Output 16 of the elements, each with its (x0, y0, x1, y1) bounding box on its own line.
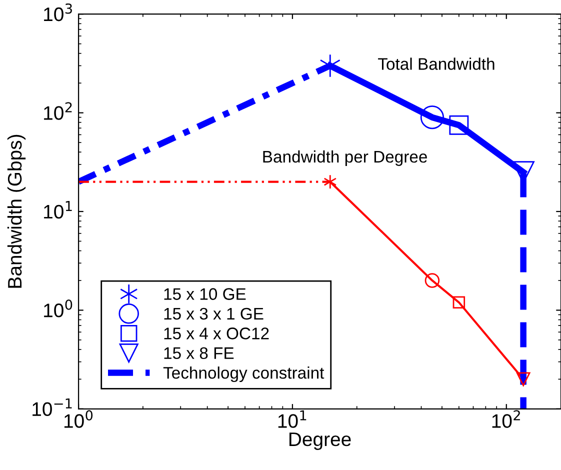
legend-label: 15 x 8 FE (164, 347, 234, 360)
legend-label: 15 x 10 GE (164, 288, 246, 300)
y-axis-title: Bandwidth (Gbps) (7, 134, 26, 288)
annotation: Bandwidth per Degree (263, 150, 427, 166)
y-tick-label: 10$^{0}$ (44, 300, 72, 318)
legend-label: 15 x 4 x OC12 (164, 328, 269, 340)
annotation: Total Bandwidth (378, 58, 494, 70)
y-tick-label: 10$^{2}$ (44, 102, 72, 120)
legend-label: 15 x 3 x 1 GE (164, 308, 264, 320)
x-tick-label: 10$^{1}$ (278, 410, 306, 428)
x-tick-label: 10$^{0}$ (64, 410, 93, 428)
legend-label: Technology constraint (163, 366, 324, 382)
y-tick-label: 10$^{3}$ (44, 3, 72, 22)
x-tick-label: 10$^{2}$ (492, 410, 520, 428)
x-axis-title: Degree (289, 432, 351, 450)
y-tick-label: 10$^{1}$ (44, 201, 72, 219)
